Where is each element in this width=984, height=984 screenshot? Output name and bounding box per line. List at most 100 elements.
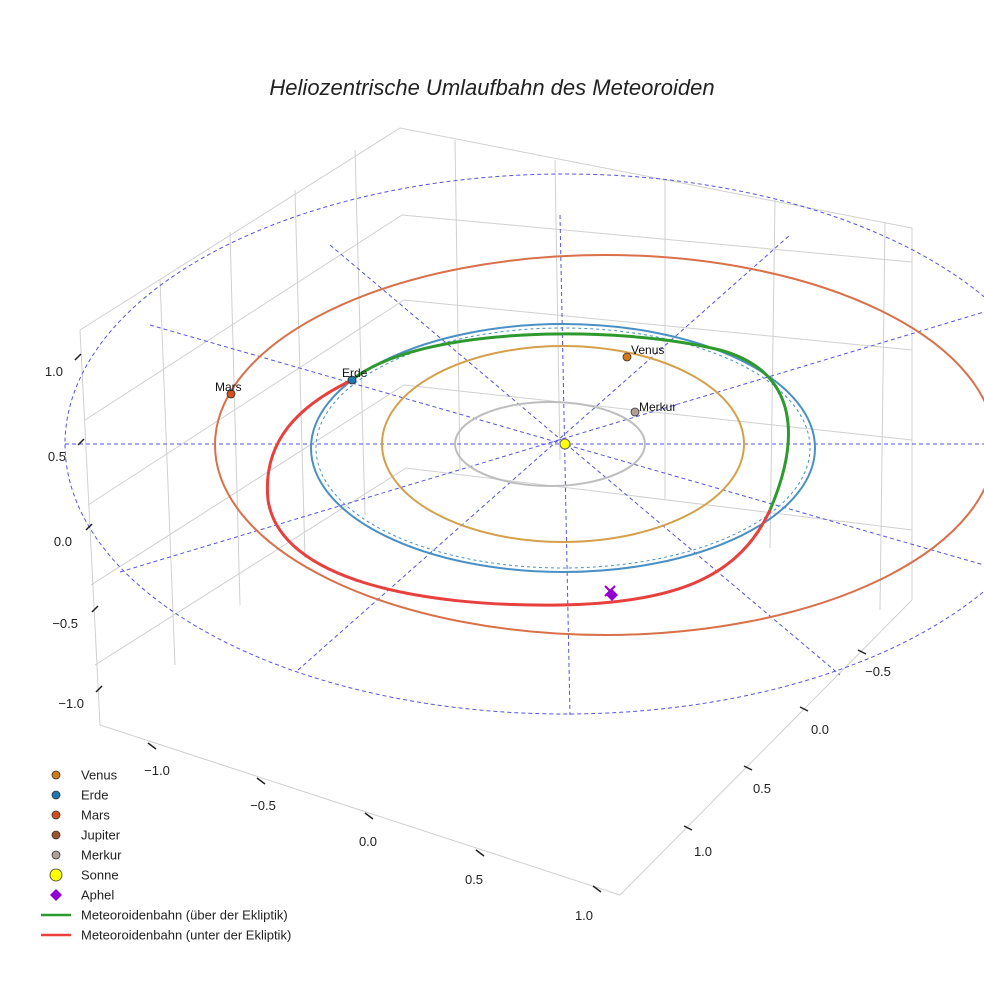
legend-label: Venus <box>81 768 118 783</box>
orbit-merkur <box>454 401 646 487</box>
grid-v1 <box>159 279 176 666</box>
ecliptic-ray-1 <box>149 324 984 566</box>
ecliptic-ray-4 <box>297 234 791 671</box>
y-tick-mark <box>799 706 809 712</box>
orbit-venus <box>381 345 745 543</box>
planet-label-erde: Erde <box>342 366 368 380</box>
z-tick-label: 0.5 <box>48 449 66 464</box>
legend-marker <box>51 850 61 860</box>
grid-v4 <box>354 149 366 516</box>
z-tick-mark <box>74 353 82 361</box>
y-tick-mark <box>683 825 693 831</box>
planet-markers: Venus Erde Mars Merkur <box>215 343 676 417</box>
planet-erde <box>347 375 357 385</box>
planet-merkur <box>630 407 640 417</box>
x-tick-label: 0.5 <box>465 872 483 887</box>
orbit-mars <box>214 254 984 636</box>
z-tick-mark <box>85 523 93 531</box>
x-tick-label: 1.0 <box>575 908 593 923</box>
legend-item: Aphel <box>50 888 114 903</box>
ecliptic-axis-v <box>559 214 571 716</box>
planet-label-mars: Mars <box>215 380 242 394</box>
y-tick-label: 0.5 <box>753 781 771 796</box>
legend-item: Erde <box>51 788 108 803</box>
legend-marker <box>51 790 61 800</box>
meteoroid-orbit-below <box>265 378 772 607</box>
legend-label: Meteoroidenbahn (unter der Ekliptik) <box>81 928 291 943</box>
legend-marker <box>50 889 62 901</box>
legend-label: Jupiter <box>81 828 121 843</box>
legend-item: Meteoroidenbahn (unter der Ekliptik) <box>41 928 291 943</box>
legend-item: Mars <box>51 808 110 823</box>
grid-v2 <box>229 231 241 606</box>
z-tick-label: −1.0 <box>58 696 84 711</box>
grid-v8 <box>769 199 776 549</box>
x-tick-mark <box>592 885 602 893</box>
legend-marker <box>51 810 61 820</box>
grid-v6 <box>554 159 561 461</box>
legend-marker <box>51 830 61 840</box>
z-tick-mark <box>91 605 99 613</box>
planet-venus <box>622 352 632 362</box>
legend-item: Meteoroidenbahn (über der Ekliptik) <box>41 908 288 923</box>
legend-label: Meteoroidenbahn (über der Ekliptik) <box>81 908 288 923</box>
box-back-edge <box>79 127 913 600</box>
grid-h3 <box>90 384 913 586</box>
meteoroid-orbit <box>265 332 790 607</box>
x-axis-ticks: −1.0 −0.5 0.0 0.5 1.0 <box>144 742 602 923</box>
orbit-erde <box>310 323 816 573</box>
y-axis-ticks: −0.5 0.0 0.5 1.0 <box>683 649 891 859</box>
z-tick-label: 1.0 <box>45 364 63 379</box>
z-tick-label: −0.5 <box>52 616 78 631</box>
y-tick-label: −0.5 <box>865 664 891 679</box>
grid-h4 <box>94 467 913 666</box>
grid-v9 <box>879 221 886 611</box>
legend-label: Mars <box>81 808 110 823</box>
planet-mars <box>226 389 236 399</box>
legend-marker <box>49 868 63 882</box>
legend-label: Merkur <box>81 848 122 863</box>
legend-item: Merkur <box>51 848 122 863</box>
legend-marker <box>51 770 61 780</box>
box-front-edge <box>619 599 913 896</box>
orbit-erde-dashed <box>315 327 811 569</box>
chart-title: Heliozentrische Umlaufbahn des Meteoroid… <box>269 75 714 100</box>
planet-label-merkur: Merkur <box>639 400 676 414</box>
x-tick-label: −1.0 <box>144 763 170 778</box>
legend-label: Aphel <box>81 888 114 903</box>
legend-label: Sonne <box>81 868 119 883</box>
legend-label: Erde <box>81 788 108 803</box>
box-left-edge <box>79 329 621 896</box>
aphel-marker <box>604 585 618 601</box>
z-tick-mark <box>95 685 103 693</box>
x-tick-mark <box>364 812 374 820</box>
z-axis-ticks: 1.0 0.5 0.0 −0.5 −1.0 <box>45 353 103 711</box>
legend: Venus Erde Mars Jupiter Merkur Sonne Aphel Mete… <box>41 768 291 943</box>
x-tick-mark <box>475 849 485 857</box>
legend-item: Sonne <box>49 868 119 883</box>
y-tick-label: 0.0 <box>811 722 829 737</box>
x-tick-label: 0.0 <box>359 834 377 849</box>
x-tick-mark <box>147 742 157 750</box>
planet-orbits <box>214 254 984 636</box>
z-tick-mark <box>77 438 85 446</box>
y-tick-label: 1.0 <box>694 844 712 859</box>
ecliptic-ray-2 <box>329 244 841 676</box>
legend-item: Venus <box>51 768 118 783</box>
grid-v3 <box>294 189 306 559</box>
meteoroid-orbit-above <box>351 332 790 511</box>
grid-h1 <box>84 214 913 421</box>
ecliptic-ellipse <box>64 173 984 715</box>
legend-item: Jupiter <box>51 828 121 843</box>
grid-lines <box>79 127 913 896</box>
x-tick-mark <box>256 777 266 785</box>
grid-h2 <box>87 299 913 506</box>
ecliptic-ray-3 <box>119 311 984 573</box>
ecliptic-reference <box>64 173 984 716</box>
sun-marker <box>559 438 571 450</box>
x-tick-label: −0.5 <box>250 798 276 813</box>
planet-label-venus: Venus <box>631 343 664 357</box>
y-tick-mark <box>857 649 867 655</box>
